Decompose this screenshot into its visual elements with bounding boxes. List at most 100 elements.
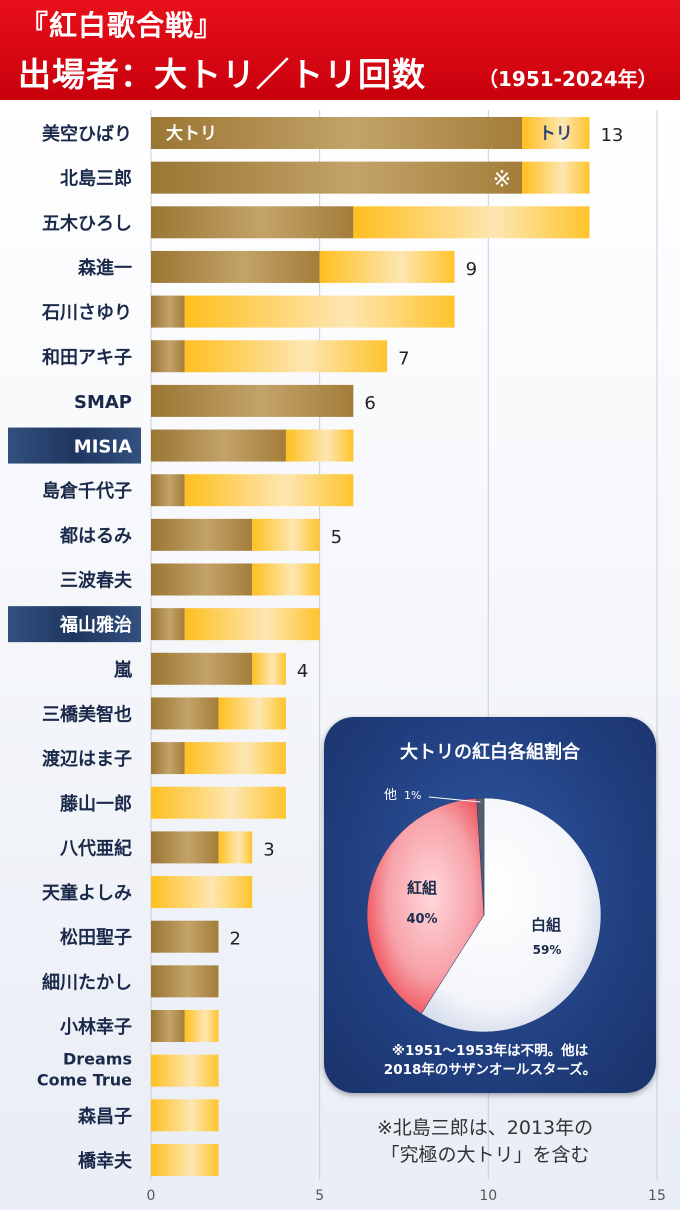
bar-tori bbox=[151, 1143, 219, 1176]
bar-oh-tori bbox=[151, 518, 253, 551]
total-label: 9 bbox=[466, 259, 477, 280]
category-label: 藤山一郎 bbox=[60, 793, 132, 815]
bar-oh-tori bbox=[151, 250, 320, 283]
bar-tori bbox=[151, 876, 253, 909]
category-label: 森昌子 bbox=[78, 1105, 132, 1127]
bar-oh-tori bbox=[151, 920, 219, 953]
pie-label: 他 bbox=[384, 788, 397, 803]
bar-oh-tori bbox=[151, 608, 185, 641]
total-label: 6 bbox=[364, 393, 375, 414]
category-label: Dreams bbox=[63, 1050, 132, 1069]
bar-tori bbox=[353, 206, 590, 239]
total-label: 5 bbox=[331, 527, 342, 548]
bar-oh-tori bbox=[151, 831, 219, 864]
bar-oh-tori bbox=[151, 697, 219, 730]
bar-tori bbox=[522, 161, 590, 194]
bar-tori bbox=[184, 1010, 219, 1042]
x-tick-label: 10 bbox=[479, 1188, 497, 1204]
total-label: 4 bbox=[297, 661, 308, 682]
pie-chart: 白組 59% 紅組 40% 他 1% bbox=[366, 788, 602, 1033]
x-tick-label: 0 bbox=[147, 1188, 156, 1204]
pie-title: 大トリの紅白各組割合 bbox=[400, 742, 580, 763]
pie-label: 白組 bbox=[531, 916, 561, 934]
category-label: 松田聖子 bbox=[60, 927, 132, 949]
bar-tori bbox=[218, 697, 286, 730]
category-label: 北島三郎 bbox=[60, 168, 132, 190]
bar-tori bbox=[522, 117, 590, 149]
bar-oh-tori bbox=[151, 742, 185, 775]
category-label: 細川たかし bbox=[42, 971, 132, 993]
category-label: 八代亜紀 bbox=[60, 837, 132, 859]
category-label: 石川さゆり bbox=[41, 303, 132, 324]
chart-title-line2: 出場者：大トリ／トリ回数 bbox=[18, 55, 426, 94]
pie-leader-line bbox=[428, 796, 481, 803]
bar-oh-tori bbox=[151, 340, 185, 373]
category-label: 嵐 bbox=[114, 660, 133, 681]
x-tick-label: 5 bbox=[315, 1188, 324, 1204]
bar-tori bbox=[218, 831, 253, 864]
highlight-label-bg bbox=[8, 427, 141, 464]
chart-title-line1: 『紅白歌合戦』 bbox=[20, 9, 224, 42]
bar-oh-tori bbox=[151, 295, 185, 328]
bar-oh-tori bbox=[151, 563, 253, 596]
pie-label: 紅組 bbox=[407, 879, 437, 897]
bar-tori bbox=[184, 340, 388, 373]
bar-oh-tori bbox=[151, 384, 354, 417]
pie-value-label: 59% bbox=[533, 943, 562, 957]
category-label: 和田アキ子 bbox=[42, 347, 132, 368]
category-label: 渡辺はま子 bbox=[42, 748, 132, 770]
total-label: 13 bbox=[600, 125, 623, 146]
bar-tori bbox=[151, 1054, 219, 1087]
x-tick-label: 15 bbox=[648, 1188, 666, 1204]
bar-tori bbox=[252, 652, 286, 685]
total-label: 3 bbox=[263, 839, 274, 860]
category-label: 小林幸子 bbox=[60, 1016, 132, 1038]
category-label: 三橋美智也 bbox=[42, 703, 132, 725]
category-label: MISIA bbox=[74, 437, 132, 458]
highlight-label-bg bbox=[8, 606, 141, 643]
bar-tori bbox=[151, 786, 286, 819]
pie-value-label: 1% bbox=[404, 789, 421, 802]
pie-note: ※1951～1953年は不明。他は 2018年のサザンオールスターズ。 bbox=[383, 1043, 597, 1078]
pie-slice bbox=[366, 797, 485, 1015]
total-label: 2 bbox=[229, 929, 240, 950]
pie-panel: 大トリの紅白各組割合 白組 59% 紅組 40% 他 1% ※1951～1953年は不明。… bbox=[324, 717, 656, 1093]
chart-period: （1951-2024年） bbox=[478, 67, 658, 91]
legend-oh-tori-label: 大トリ bbox=[166, 123, 217, 144]
bar-oh-tori bbox=[151, 652, 253, 685]
category-label: 五木ひろし bbox=[42, 212, 132, 234]
bar-tori bbox=[319, 250, 455, 283]
pie-slice bbox=[476, 797, 485, 916]
category-label: 三波春夫 bbox=[60, 570, 133, 592]
header: 『紅白歌合戦』 出場者：大トリ／トリ回数 （1951-2024年） bbox=[0, 0, 680, 100]
pie-value-label: 40% bbox=[406, 912, 437, 927]
bar-oh-tori bbox=[151, 206, 354, 239]
bar-oh-tori bbox=[151, 1010, 185, 1042]
pie-slice bbox=[420, 797, 602, 1033]
note-mark: ※ bbox=[493, 168, 511, 193]
category-label: 森進一 bbox=[78, 257, 132, 279]
category-label: 都はるみ bbox=[59, 526, 132, 547]
category-label: 美空ひばり bbox=[42, 123, 132, 145]
category-label: 天童よしみ bbox=[42, 882, 132, 904]
category-label: 橋幸夫 bbox=[78, 1150, 133, 1172]
bar-tori bbox=[184, 742, 286, 775]
category-label: 福山雅治 bbox=[59, 614, 132, 636]
bar-tori bbox=[184, 295, 455, 328]
footnote: ※北島三郎は、2013年の 「究極の大トリ」を含む bbox=[376, 1117, 594, 1166]
bar-tori bbox=[184, 474, 354, 507]
bar-tori bbox=[252, 518, 320, 551]
category-label: 島倉千代子 bbox=[42, 480, 132, 502]
bar-tori bbox=[285, 429, 354, 462]
legend-tori-label: トリ bbox=[539, 124, 573, 144]
category-label: SMAP bbox=[74, 392, 132, 413]
category-label: Come True bbox=[37, 1071, 132, 1090]
total-label: 7 bbox=[398, 348, 409, 369]
bar-oh-tori bbox=[151, 161, 523, 194]
bar-tori bbox=[184, 608, 320, 641]
bar-oh-tori bbox=[151, 474, 185, 507]
bar-tori bbox=[151, 1099, 219, 1132]
bar-tori bbox=[252, 563, 320, 596]
bar-oh-tori bbox=[151, 429, 286, 462]
